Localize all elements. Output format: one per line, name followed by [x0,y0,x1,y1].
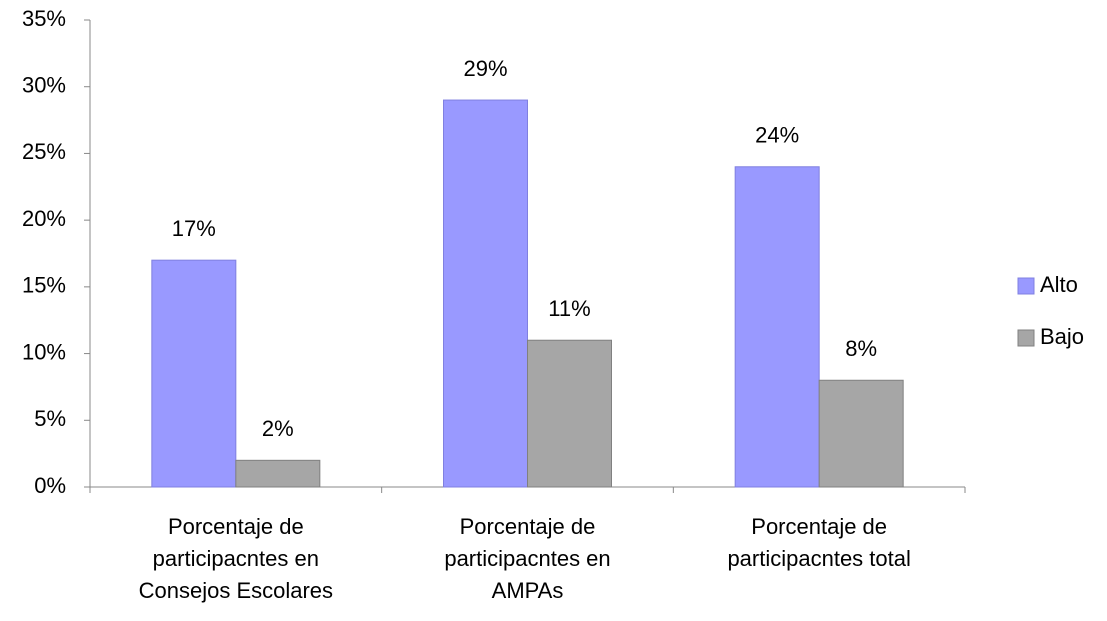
y-tick-label: 15% [22,273,66,298]
y-tick-label: 0% [34,473,66,498]
bar [527,339,612,488]
bar [235,459,321,488]
y-tick-label: 5% [34,406,66,431]
legend-swatch [1017,277,1035,295]
value-label: 24% [755,123,799,148]
bar [734,166,820,488]
y-tick-label: 35% [22,6,66,31]
value-label: 2% [262,416,294,441]
bar [443,99,528,488]
x-tick-label: Porcentaje de participacntes en Consejos… [138,514,334,603]
x-tick-label: Porcentaje de participacntes total [727,514,911,571]
x-tick-label: Porcentaje de participacntes en AMPAs [444,514,611,603]
legend-label: Bajo [1040,324,1084,349]
y-tick-label: 10% [22,339,66,364]
value-label: 17% [172,216,216,241]
y-tick-label: 25% [22,139,66,164]
legend-label: Alto [1040,272,1078,297]
bar [818,379,904,488]
value-label: 8% [845,336,877,361]
y-tick-label: 30% [22,73,66,98]
value-label: 29% [463,56,507,81]
value-label: 11% [548,296,590,321]
y-tick-label: 20% [22,206,66,231]
legend-swatch [1017,329,1035,347]
bar [151,259,237,488]
